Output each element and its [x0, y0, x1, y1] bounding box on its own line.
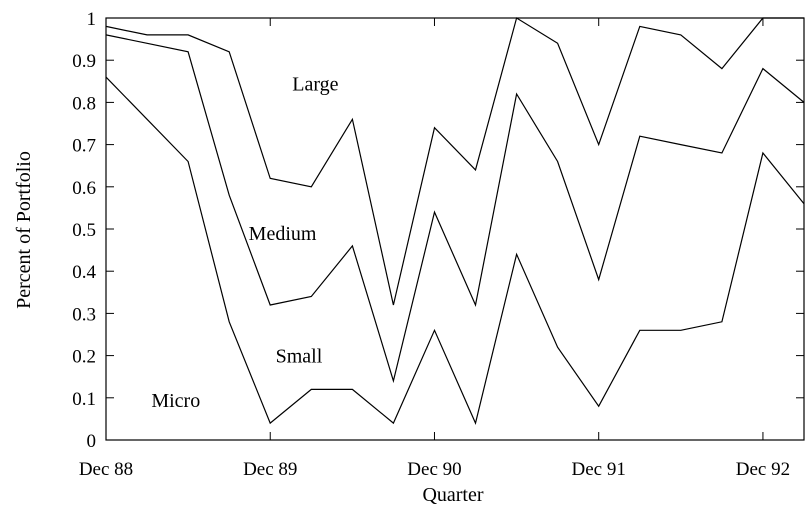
region-labels: Large Medium Small Micro: [151, 73, 338, 412]
y-tick-label: 0.2: [72, 347, 96, 368]
y-tick-label: 0.1: [72, 389, 96, 410]
y-tick-label: 0.7: [72, 136, 96, 157]
x-tick-label: Dec 89: [243, 459, 297, 480]
y-tick-label: 0.8: [72, 93, 96, 114]
y-axis-title: Percent of Portfolio: [13, 151, 35, 309]
x-tick-label: Dec 92: [736, 459, 790, 480]
x-tick-label: Dec 91: [572, 459, 626, 480]
y-axis-title-group: Percent of Portfolio: [13, 151, 35, 309]
y-tick-label: 0.3: [72, 304, 96, 325]
y-tick-label: 0.9: [72, 51, 96, 72]
y-tick-label: 0.4: [72, 262, 96, 283]
plot-frame: [105, 17, 805, 441]
boundary-line-medium-large: [105, 17, 804, 306]
region-label-small: Small: [276, 346, 323, 368]
region-label-medium: Medium: [249, 223, 317, 245]
region-label-large: Large: [292, 73, 338, 95]
series-lines: [105, 17, 805, 425]
y-tick-label: 0: [87, 431, 97, 452]
axis-ticks: 0 0.1 0.2 0.3 0.4 0.5 0.6 0.7 0.8 0.9 1 Dec 88 Dec 8…: [72, 9, 804, 480]
x-tick-label: Dec 88: [79, 459, 133, 480]
region-label-micro: Micro: [151, 390, 200, 412]
x-axis-title: Quarter: [422, 484, 483, 506]
y-tick-label: 0.5: [72, 220, 96, 241]
y-tick-label: 1: [87, 9, 97, 30]
boundary-line-micro-small: [105, 76, 805, 425]
boundary-line-small-medium: [105, 34, 805, 384]
y-tick-label: 0.6: [72, 178, 96, 199]
x-tick-label: Dec 90: [407, 459, 461, 480]
